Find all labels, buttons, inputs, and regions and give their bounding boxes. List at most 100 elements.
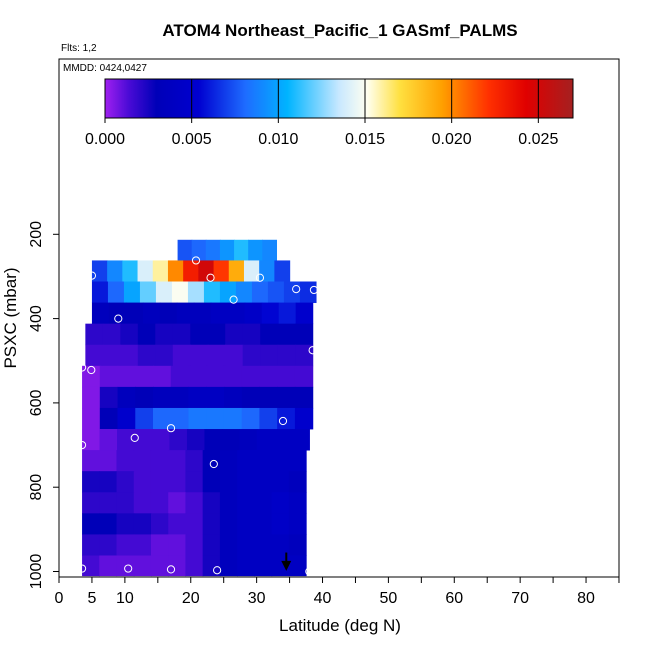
heatmap-cell: [288, 450, 307, 472]
heatmap-cell: [99, 407, 119, 430]
heatmap-cell: [85, 323, 104, 346]
heatmap-cell: [186, 429, 206, 451]
heatmap-cell: [237, 492, 255, 514]
heatmap-cell: [125, 302, 144, 325]
heatmap-cell: [277, 365, 296, 388]
heatmap-cell: [107, 260, 123, 282]
heatmap-cell: [271, 534, 290, 556]
heatmap-cell: [99, 534, 118, 556]
heatmap-cell: [259, 365, 278, 388]
x-tick-label: 0: [55, 590, 64, 607]
heatmap-cell: [99, 365, 119, 388]
heatmap-cell: [99, 492, 118, 514]
x-tick-label: 80: [577, 590, 595, 607]
y-tick-label: 800: [28, 474, 45, 501]
heatmap-cell: [82, 429, 101, 451]
heatmap-cell: [260, 344, 279, 367]
x-tick-label: 60: [445, 590, 463, 607]
y-axis-label: PSXC (mbar): [1, 267, 20, 368]
colorbar-tick-label: 0.015: [345, 131, 385, 148]
heatmap-cell: [237, 555, 255, 577]
heatmap-cell: [188, 365, 207, 388]
heatmap-cell: [185, 555, 204, 577]
heatmap-cell: [206, 365, 225, 388]
heatmap-cell: [271, 450, 290, 472]
heatmap-cell: [277, 386, 296, 409]
heatmap-cell: [133, 450, 152, 472]
heatmap-cell: [219, 471, 238, 493]
heatmap-cell: [170, 365, 190, 388]
x-tick-label: 70: [511, 590, 529, 607]
heatmap-cell: [241, 365, 261, 388]
sample-point: [87, 271, 97, 280]
heatmap-cell: [219, 492, 238, 514]
heatmap-cell: [242, 323, 261, 346]
sample-point: [166, 424, 176, 433]
heatmap-cell: [168, 492, 187, 514]
heatmap-cell: [288, 555, 307, 577]
heatmap-cell: [248, 239, 263, 261]
heatmap-cell: [254, 450, 273, 472]
sample-point: [305, 567, 314, 576]
heatmap-cell: [172, 323, 191, 346]
sample-point: [124, 564, 133, 573]
heatmap-cell: [150, 513, 169, 535]
heatmap-cell: [259, 386, 278, 409]
heatmap-cell: [117, 429, 136, 451]
sample-point: [209, 459, 218, 469]
heatmap-cell: [116, 450, 135, 472]
heatmap-cell: [204, 429, 223, 451]
heatmap-cell: [207, 344, 226, 367]
heatmap-cell: [159, 302, 178, 325]
y-axis: 200 400 600 800 1000: [28, 221, 59, 589]
heatmap-cell: [142, 302, 161, 325]
heatmap-cell: [219, 534, 238, 556]
heatmap-cell: [203, 281, 221, 303]
x-axis: 0 5 10 20 30 40 50 60 70 80: [55, 577, 620, 607]
x-tick-label: 20: [182, 590, 200, 607]
sample-point: [87, 365, 96, 375]
heatmap-cell: [185, 534, 204, 556]
heatmap-cell: [116, 534, 135, 556]
sample-point: [77, 363, 87, 372]
heatmap-cell: [168, 555, 187, 577]
heatmap-cell: [183, 260, 199, 282]
heatmap-cell: [151, 429, 171, 451]
heatmap-cell: [254, 471, 273, 493]
heatmap-cell: [260, 323, 279, 346]
heatmap-cell: [219, 555, 238, 577]
sample-point: [206, 273, 215, 282]
heatmap-cell: [271, 513, 290, 535]
heatmap-cell: [102, 344, 121, 367]
heatmap-cell: [82, 407, 101, 430]
heatmap-cell: [116, 492, 135, 514]
heatmap-cell: [288, 471, 307, 493]
heatmap-cell: [107, 281, 125, 303]
heatmap-cell: [91, 281, 109, 303]
colorbar-tick-label: 0.020: [432, 131, 472, 148]
heatmap-cell: [134, 429, 153, 451]
heatmap-cell: [237, 471, 255, 493]
heatmap-cell: [219, 281, 237, 303]
heatmap-cell: [294, 407, 314, 430]
heatmap-cell: [288, 492, 307, 514]
heatmap-cell: [185, 450, 204, 472]
heatmap-cell: [91, 302, 110, 325]
heatmap-cell: [150, 555, 169, 577]
heatmap-cell: [155, 323, 174, 346]
heatmap-cell: [254, 555, 273, 577]
heatmap-cell: [254, 513, 273, 535]
heatmap-cell: [150, 492, 169, 514]
heatmap-cell: [137, 260, 154, 282]
heatmap-cell: [135, 407, 154, 430]
heatmap-cell: [206, 386, 225, 409]
heatmap-cell: [135, 365, 154, 388]
heatmap-cell: [99, 555, 118, 577]
heatmap-cell: [155, 281, 173, 303]
heatmap-cell: [261, 302, 280, 325]
sample-point: [77, 564, 87, 573]
heatmap-cell: [150, 450, 169, 472]
x-tick-label: 5: [87, 590, 96, 607]
heatmap-cell: [271, 471, 290, 493]
heatmap-cell: [82, 513, 100, 535]
